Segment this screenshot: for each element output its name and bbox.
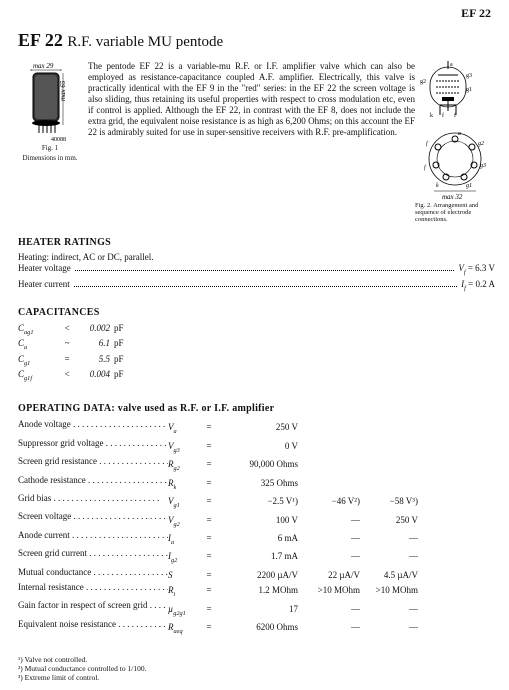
intro-block: max 29 max 65 40088 Fig. 1 Dimensions in… — [18, 61, 495, 223]
heater-line: Heating: indirect, AC or DC, parallel. — [18, 252, 495, 262]
heater-row: Heater currentIf = 0.2 A — [18, 278, 495, 293]
op-data-row: Anode voltageVa=250 V — [18, 418, 495, 436]
figure-1: max 29 max 65 40088 Fig. 1 Dimensions in… — [18, 61, 82, 162]
svg-text:a: a — [458, 131, 461, 137]
op-section-title: OPERATING DATA: valve used as R.F. or I.… — [18, 403, 495, 414]
svg-text:g1: g1 — [466, 183, 472, 189]
page-title: EF 22 R.F. variable MU pentode — [18, 30, 495, 51]
svg-text:f: f — [424, 164, 427, 171]
op-data-row: Screen grid resistanceRg2=90,000 Ohms — [18, 455, 495, 473]
svg-text:g2: g2 — [478, 141, 484, 147]
figure-2: a g3 g2 g1 k f f a g2 g3 g1 k f f — [415, 61, 495, 223]
svg-text:g1: g1 — [466, 87, 472, 93]
footnote-3: ³) Extreme limit of control. — [18, 673, 146, 682]
title-main: EF 22 — [18, 30, 63, 50]
svg-text:g3: g3 — [480, 163, 486, 169]
op-data-row: Gain factor in respect of screen gridµg2… — [18, 599, 495, 617]
svg-text:max 32: max 32 — [442, 193, 463, 201]
op-data-row: Screen voltageVg2=100 V—250 V — [18, 510, 495, 528]
cap-section-title: CAPACITANCES — [18, 307, 495, 318]
fig2-caption: Fig. 2. Arrangement and sequence of elec… — [415, 202, 495, 223]
capacitance-row: Cg1f<0.004pF — [18, 368, 495, 383]
capacitance-table: Cag1<0.002pFCa~6.1pFCg1=5.5pFCg1f<0.004p… — [18, 322, 495, 383]
heater-row: Heater voltageVf = 6.3 V — [18, 262, 495, 277]
svg-text:k: k — [436, 183, 439, 189]
capacitance-row: Ca~6.1pF — [18, 337, 495, 352]
op-data-row: Grid biasVg1=−2.5 V¹)−46 V²)−58 V³) — [18, 492, 495, 510]
fig1-base: 40088 — [51, 137, 66, 143]
op-data-row: Mutual conductanceS=2200 µA/V22 µA/V4.5 … — [18, 566, 495, 581]
svg-text:f: f — [442, 112, 444, 119]
svg-text:g3: g3 — [466, 73, 472, 79]
svg-text:k: k — [430, 113, 433, 119]
fig1-subcaption: Dimensions in mm. — [18, 155, 82, 163]
footnote-2: ²) Mutual conductance controlled to 1/10… — [18, 664, 146, 673]
op-data-row: Internal resistanceRi=1.2 MOhm>10 MOhm>1… — [18, 581, 495, 599]
capacitance-row: Cag1<0.002pF — [18, 322, 495, 337]
svg-text:f: f — [454, 112, 456, 119]
op-data-row: Suppressor grid voltageVg3=0 V — [18, 437, 495, 455]
operating-data-table: Anode voltageVa=250 VSuppressor grid vol… — [18, 418, 495, 636]
footnotes: ¹) Valve not controlled. ²) Mutual condu… — [18, 655, 146, 682]
op-data-row: Screen grid currentIg2=1.7 mA—— — [18, 547, 495, 565]
op-data-row: Equivalent noise resistanceRaeq=6200 Ohm… — [18, 618, 495, 636]
footnote-1: ¹) Valve not controlled. — [18, 655, 146, 664]
fig1-max-w: max 29 — [33, 62, 54, 70]
op-data-row: Anode currentIa=6 mA—— — [18, 529, 495, 547]
capacitance-row: Cg1=5.5pF — [18, 353, 495, 368]
title-subtitle: R.F. variable MU pentode — [67, 34, 223, 50]
svg-text:g2: g2 — [420, 79, 426, 85]
heater-section-title: HEATER RATINGS — [18, 237, 495, 248]
svg-text:a: a — [450, 62, 453, 68]
header-model-id: EF 22 — [461, 6, 491, 21]
fig1-caption: Fig. 1 — [18, 145, 82, 153]
op-data-row: Cathode resistanceRk=325 Ohms — [18, 474, 495, 492]
svg-text:f: f — [426, 140, 429, 147]
